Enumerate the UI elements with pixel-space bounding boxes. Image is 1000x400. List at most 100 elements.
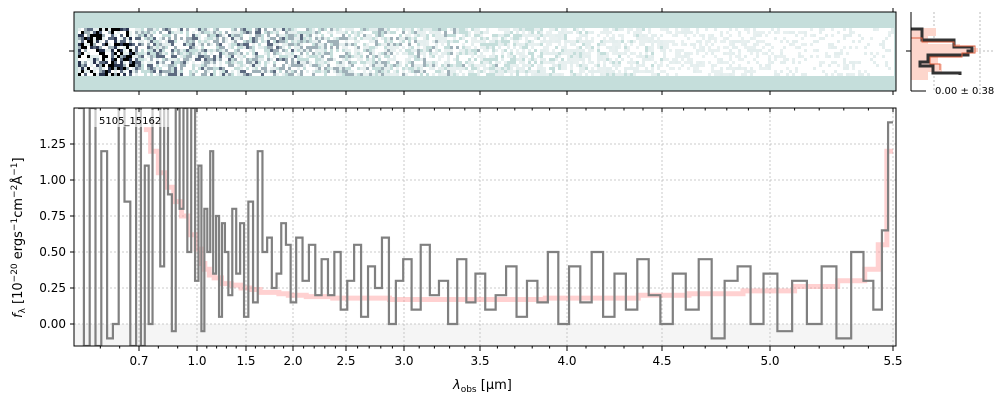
- 2d-pixel: [339, 31, 342, 34]
- 2d-pixel: [267, 31, 270, 34]
- 2d-pixel: [873, 61, 876, 64]
- 2d-pixel: [273, 70, 276, 73]
- 2d-pixel: [147, 46, 150, 49]
- 2d-pixel: [642, 73, 645, 76]
- 2d-pixel: [657, 55, 660, 58]
- 2d-pixel: [528, 46, 531, 49]
- 2d-pixel: [714, 64, 717, 67]
- 2d-pixel: [396, 49, 399, 52]
- 2d-pixel: [198, 34, 201, 37]
- 2d-pixel: [873, 58, 876, 61]
- 2d-pixel: [222, 28, 225, 31]
- 2d-pixel: [525, 34, 528, 37]
- 2d-pixel: [717, 58, 720, 61]
- 2d-pixel: [132, 67, 135, 70]
- 2d-pixel: [690, 40, 693, 43]
- 2d-pixel: [204, 67, 207, 70]
- 2d-pixel: [801, 67, 804, 70]
- 2d-pixel: [474, 52, 477, 55]
- 2d-pixel: [882, 58, 885, 61]
- 2d-pixel: [753, 67, 756, 70]
- 2d-pixel: [801, 61, 804, 64]
- 2d-pixel: [105, 58, 108, 61]
- 2d-pixel: [297, 64, 300, 67]
- 2d-pixel: [330, 31, 333, 34]
- 2d-pixel: [771, 37, 774, 40]
- 2d-pixel: [348, 73, 351, 76]
- 2d-pixel: [312, 67, 315, 70]
- 2d-pixel: [96, 64, 99, 67]
- 2d-pixel: [543, 40, 546, 43]
- 2d-pixel: [123, 58, 126, 61]
- 2d-pixel: [420, 61, 423, 64]
- 2d-pixel: [78, 61, 81, 64]
- 2d-pixel: [546, 28, 549, 31]
- 2d-pixel: [513, 28, 516, 31]
- 2d-pixel: [582, 34, 585, 37]
- 2d-pixel: [858, 49, 861, 52]
- 2d-pixel: [117, 34, 120, 37]
- 2d-pixel: [609, 40, 612, 43]
- 2d-pixel: [474, 49, 477, 52]
- 2d-pixel: [423, 67, 426, 70]
- 2d-pixel: [204, 31, 207, 34]
- 2d-pixel: [99, 73, 102, 76]
- 2d-pixel: [339, 52, 342, 55]
- 2d-pixel: [366, 73, 369, 76]
- 2d-pixel: [513, 67, 516, 70]
- 2d-pixel: [540, 40, 543, 43]
- 2d-pixel: [648, 70, 651, 73]
- 2d-pixel: [768, 67, 771, 70]
- 2d-pixel: [342, 31, 345, 34]
- 2d-pixel: [222, 55, 225, 58]
- 2d-pixel: [429, 46, 432, 49]
- 2d-pixel: [498, 67, 501, 70]
- 2d-pixel: [537, 58, 540, 61]
- 2d-pixel: [678, 70, 681, 73]
- 2d-pixel: [672, 61, 675, 64]
- 2d-pixel: [276, 31, 279, 34]
- 2d-pixel: [321, 55, 324, 58]
- 2d-pixel: [390, 70, 393, 73]
- 2d-pixel: [696, 73, 699, 76]
- 2d-pixel: [831, 64, 834, 67]
- 2d-pixel: [150, 58, 153, 61]
- 2d-pixel: [738, 58, 741, 61]
- 2d-pixel: [375, 37, 378, 40]
- 2d-pixel: [414, 37, 417, 40]
- 2d-pixel: [102, 61, 105, 64]
- 2d-pixel: [693, 46, 696, 49]
- 2d-pixel: [756, 64, 759, 67]
- 2d-pixel: [792, 61, 795, 64]
- 2d-pixel: [123, 37, 126, 40]
- 2d-pixel: [324, 46, 327, 49]
- 2d-pixel: [891, 46, 894, 49]
- 2d-pixel: [774, 43, 777, 46]
- 2d-pixel: [312, 49, 315, 52]
- 2d-pixel: [555, 61, 558, 64]
- 2d-pixel: [603, 37, 606, 40]
- 2d-pixel: [204, 64, 207, 67]
- 2d-pixel: [822, 55, 825, 58]
- 2d-pixel: [210, 52, 213, 55]
- 2d-pixel: [330, 34, 333, 37]
- 2d-pixel: [549, 43, 552, 46]
- 2d-pixel: [561, 55, 564, 58]
- 2d-pixel: [471, 55, 474, 58]
- 2d-pixel: [570, 61, 573, 64]
- 2d-pixel: [747, 52, 750, 55]
- 2d-pixel: [399, 55, 402, 58]
- 2d-pixel: [258, 70, 261, 73]
- 2d-pixel: [381, 37, 384, 40]
- 2d-pixel: [489, 34, 492, 37]
- 2d-pixel: [624, 61, 627, 64]
- 2d-pixel: [621, 67, 624, 70]
- 2d-pixel: [372, 37, 375, 40]
- 2d-pixel: [249, 67, 252, 70]
- 2d-pixel: [408, 31, 411, 34]
- 2d-pixel: [657, 67, 660, 70]
- 2d-pixel: [234, 34, 237, 37]
- 2d-pixel: [810, 46, 813, 49]
- 2d-pixel: [702, 64, 705, 67]
- 2d-pixel: [423, 55, 426, 58]
